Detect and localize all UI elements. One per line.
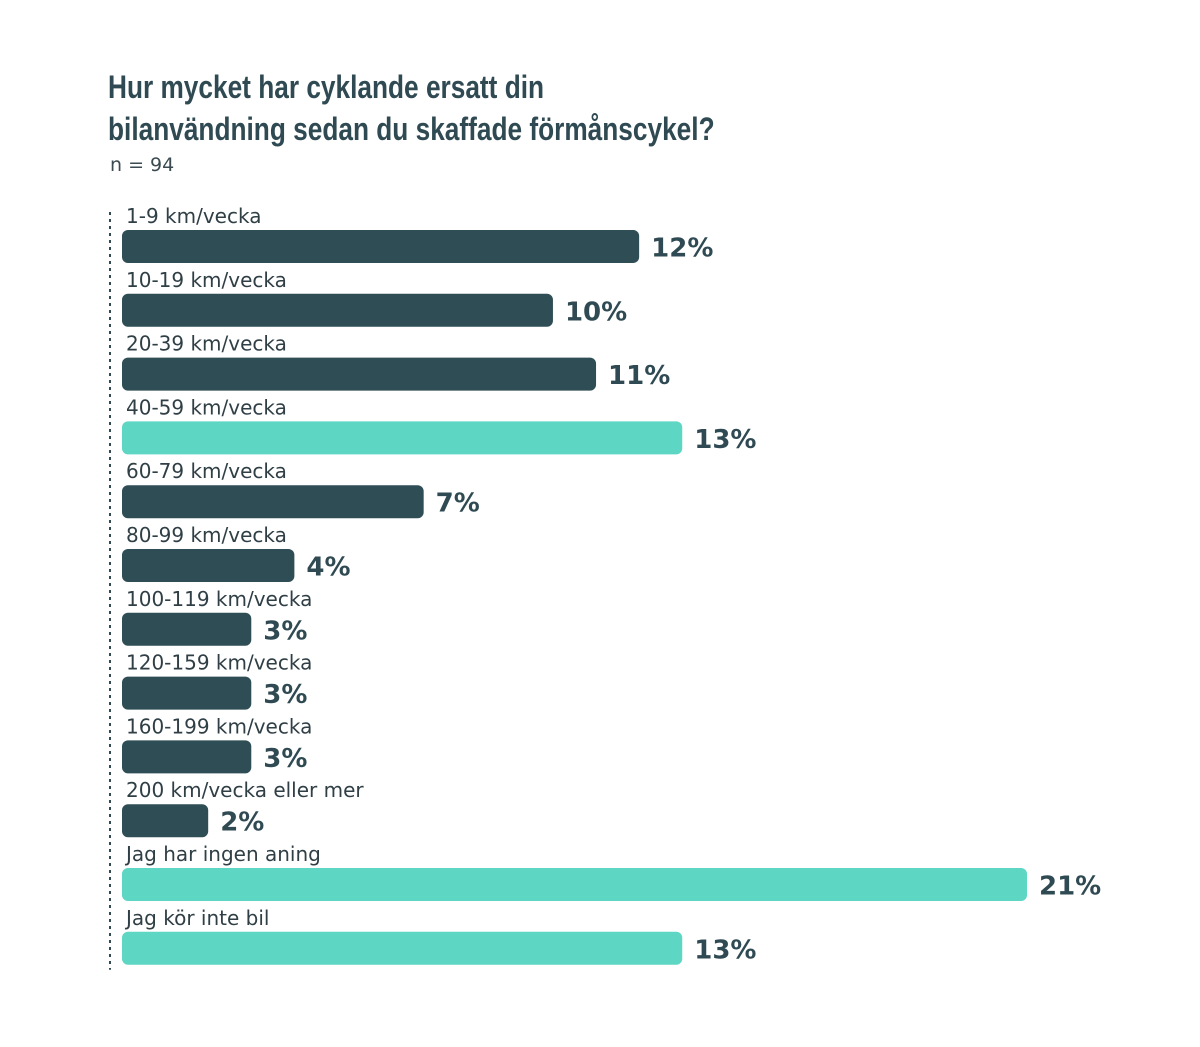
value-label: 10% bbox=[565, 297, 627, 327]
category-label: 60-79 km/vecka bbox=[126, 459, 287, 483]
value-label: 12% bbox=[651, 234, 713, 264]
bar bbox=[122, 676, 252, 710]
bar bbox=[122, 357, 597, 391]
category-label: Jag har ingen aning bbox=[124, 842, 321, 866]
bar bbox=[122, 421, 683, 455]
value-label: 7% bbox=[436, 489, 480, 519]
bar bbox=[122, 868, 1027, 901]
category-label: 1-9 km/vecka bbox=[126, 204, 261, 228]
value-label: 3% bbox=[263, 616, 307, 646]
category-label: 20-39 km/vecka bbox=[126, 332, 287, 356]
category-label: 200 km/vecka eller mer bbox=[126, 778, 364, 802]
value-label: 21% bbox=[1039, 872, 1101, 902]
bar bbox=[122, 612, 252, 646]
value-label: 4% bbox=[306, 553, 350, 583]
value-label: 11% bbox=[608, 361, 670, 391]
bar bbox=[122, 549, 295, 582]
category-label: 100-119 km/vecka bbox=[126, 587, 312, 611]
chart-title-line-2: bilanvändning sedan du skaffade förmånsc… bbox=[108, 111, 715, 147]
chart-title: Hur mycket har cyklande ersatt din bilan… bbox=[108, 66, 846, 150]
value-label: 2% bbox=[220, 808, 264, 838]
bar bbox=[122, 293, 553, 327]
bar bbox=[122, 485, 424, 519]
chart-title-line-1: Hur mycket har cyklande ersatt din bbox=[108, 69, 545, 105]
category-label: 10-19 km/vecka bbox=[126, 268, 287, 292]
value-label: 3% bbox=[263, 744, 307, 774]
bar bbox=[122, 804, 209, 838]
sample-size-label: n = 94 bbox=[110, 154, 175, 176]
value-label: 13% bbox=[694, 425, 756, 455]
value-label: 3% bbox=[263, 680, 307, 710]
category-label: 40-59 km/vecka bbox=[126, 395, 287, 419]
category-label: 80-99 km/vecka bbox=[126, 523, 287, 547]
bar bbox=[122, 740, 252, 774]
category-label: Jag kör inte bil bbox=[124, 906, 269, 930]
category-label: 160-199 km/vecka bbox=[126, 714, 312, 738]
bar bbox=[122, 931, 683, 965]
value-label: 13% bbox=[694, 935, 756, 965]
bar bbox=[122, 230, 640, 263]
category-label: 120-159 km/vecka bbox=[126, 651, 312, 675]
